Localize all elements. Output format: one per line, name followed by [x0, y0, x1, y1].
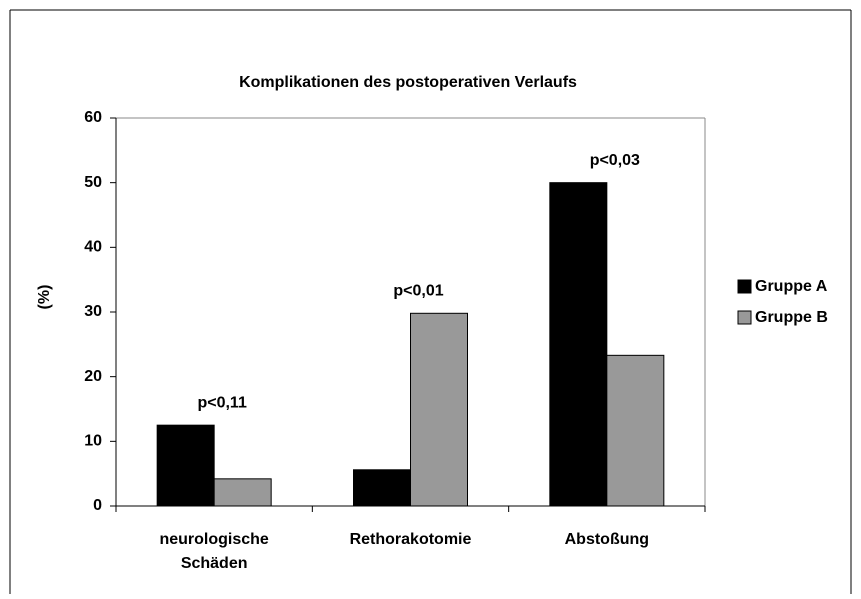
bar: [606, 354, 665, 507]
legend-swatch: [737, 279, 752, 294]
x-tick-label: neurologische Schäden: [159, 531, 269, 572]
annotation: p<0,11: [197, 394, 246, 411]
y-tick-label: 50: [84, 174, 102, 191]
y-tick-label: 40: [84, 239, 102, 256]
bar: [549, 182, 608, 507]
bar: [410, 312, 468, 507]
annotation: p<0,03: [590, 152, 640, 169]
y-tick-label: 10: [84, 433, 102, 450]
chart-title: Komplikationen des postoperativen Verlau…: [239, 74, 577, 91]
bar: [353, 469, 411, 507]
bar: [156, 424, 215, 507]
annotation: p<0,01: [393, 283, 443, 300]
bar: [213, 478, 272, 507]
y-tick-label: 0: [93, 497, 102, 514]
x-tick-label: Rethorakotomie: [349, 531, 472, 548]
legend-swatch: [737, 310, 752, 325]
y-tick-label: 60: [84, 109, 102, 126]
legend-label: Gruppe B: [755, 309, 828, 326]
y-tick-label: 20: [84, 368, 102, 385]
legend-label: Gruppe A: [755, 278, 828, 295]
y-axis-label: (%): [36, 285, 53, 310]
y-tick-label: 30: [84, 303, 102, 320]
x-tick-label: Abstoßung: [564, 531, 650, 548]
